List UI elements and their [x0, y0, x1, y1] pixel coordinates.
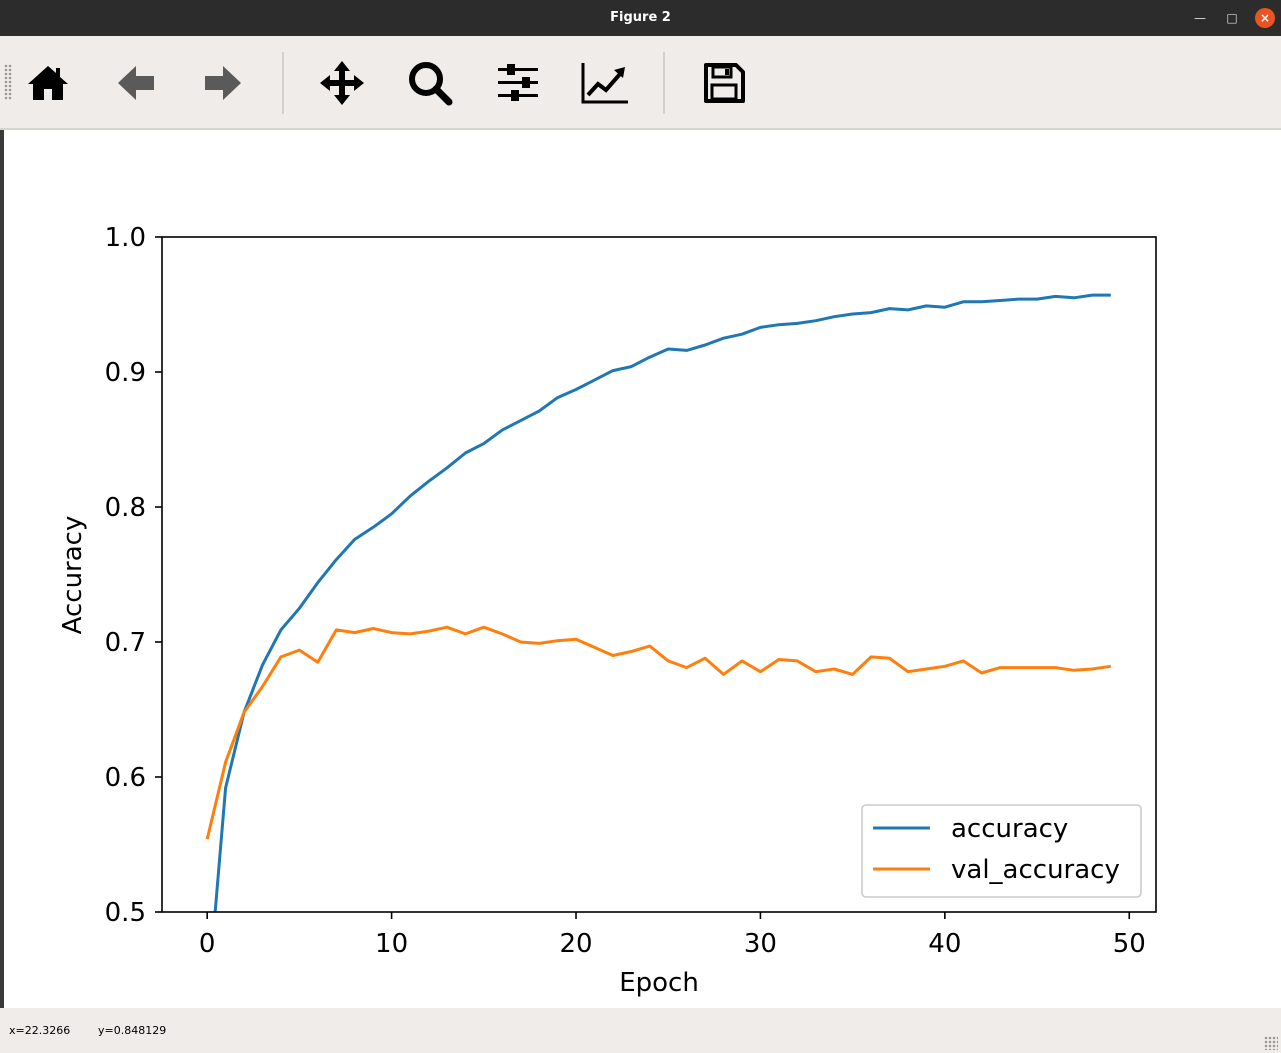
window-title: Figure 2	[610, 10, 671, 25]
legend-label-val-accuracy: val_accuracy	[951, 855, 1120, 885]
x-tick-label: 50	[1113, 929, 1146, 959]
toolbar-grip-icon[interactable]	[4, 64, 12, 100]
figure-canvas[interactable]: 0 10 20 30 40 50 0.5 0.6 0.7 0.8 0.9 1.0 Epoch Acc…	[4, 130, 1281, 1008]
toolbar-separator	[663, 52, 665, 114]
series-line-val-accuracy	[205, 625, 1112, 840]
legend: accuracy val_accuracy	[861, 804, 1142, 898]
y-tick-label: 0.7	[105, 628, 146, 658]
save-button[interactable]	[699, 58, 749, 108]
x-tick-label: 0	[199, 929, 216, 959]
arrow-left-icon	[118, 66, 154, 100]
navigation-toolbar	[0, 36, 1281, 130]
line-chart: 0 10 20 30 40 50 0.5 0.6 0.7 0.8 0.9 1.0 Epoch Acc…	[58, 223, 1157, 998]
y-tick-label: 0.8	[105, 493, 146, 523]
subplots-button[interactable]	[493, 58, 543, 108]
x-axis-ticks: 0 10 20 30 40 50	[199, 912, 1146, 959]
window-edge	[0, 36, 4, 1008]
home-icon	[28, 66, 68, 100]
close-icon[interactable]: ×	[1255, 8, 1275, 28]
x-tick-label: 20	[559, 929, 592, 959]
floppy-disk-icon	[704, 63, 745, 103]
x-coordinate-readout: x=22.3266	[9, 1024, 71, 1037]
legend-box	[861, 804, 1142, 898]
magnifier-icon	[409, 62, 453, 106]
back-button[interactable]	[111, 58, 161, 108]
edit-axes-button[interactable]	[580, 58, 630, 108]
y-tick-label: 0.9	[105, 358, 146, 388]
pan-button[interactable]	[317, 58, 367, 108]
series-line-accuracy	[213, 293, 1111, 912]
forward-button[interactable]	[198, 58, 248, 108]
home-button[interactable]	[23, 58, 73, 108]
x-tick-label: 40	[928, 929, 961, 959]
arrow-right-icon	[205, 66, 241, 100]
y-tick-label: 0.6	[105, 763, 146, 793]
y-axis-label: Accuracy	[58, 516, 88, 635]
zoom-button[interactable]	[405, 58, 455, 108]
x-tick-label: 30	[744, 929, 777, 959]
y-tick-label: 1.0	[105, 223, 146, 253]
maximize-icon[interactable]: □	[1226, 11, 1238, 25]
resize-grip-icon[interactable]	[1264, 1036, 1278, 1050]
y-coordinate-readout: y=0.848129	[98, 1024, 167, 1037]
series-lines	[205, 293, 1112, 912]
title-bar: Figure 2 — □ ×	[0, 0, 1281, 36]
status-bar: x=22.3266 y=0.848129	[0, 1008, 1281, 1053]
axes-frame	[161, 236, 1157, 913]
move-icon	[320, 61, 364, 105]
x-axis-label: Epoch	[619, 968, 699, 998]
y-tick-label: 0.5	[105, 898, 146, 928]
y-axis-ticks: 0.5 0.6 0.7 0.8 0.9 1.0	[105, 223, 162, 928]
sliders-icon	[498, 64, 538, 101]
legend-label-accuracy: accuracy	[951, 814, 1068, 844]
x-tick-label: 10	[375, 929, 408, 959]
toolbar-separator	[282, 52, 284, 114]
minimize-icon[interactable]: —	[1194, 11, 1206, 25]
line-chart-icon	[581, 63, 628, 104]
